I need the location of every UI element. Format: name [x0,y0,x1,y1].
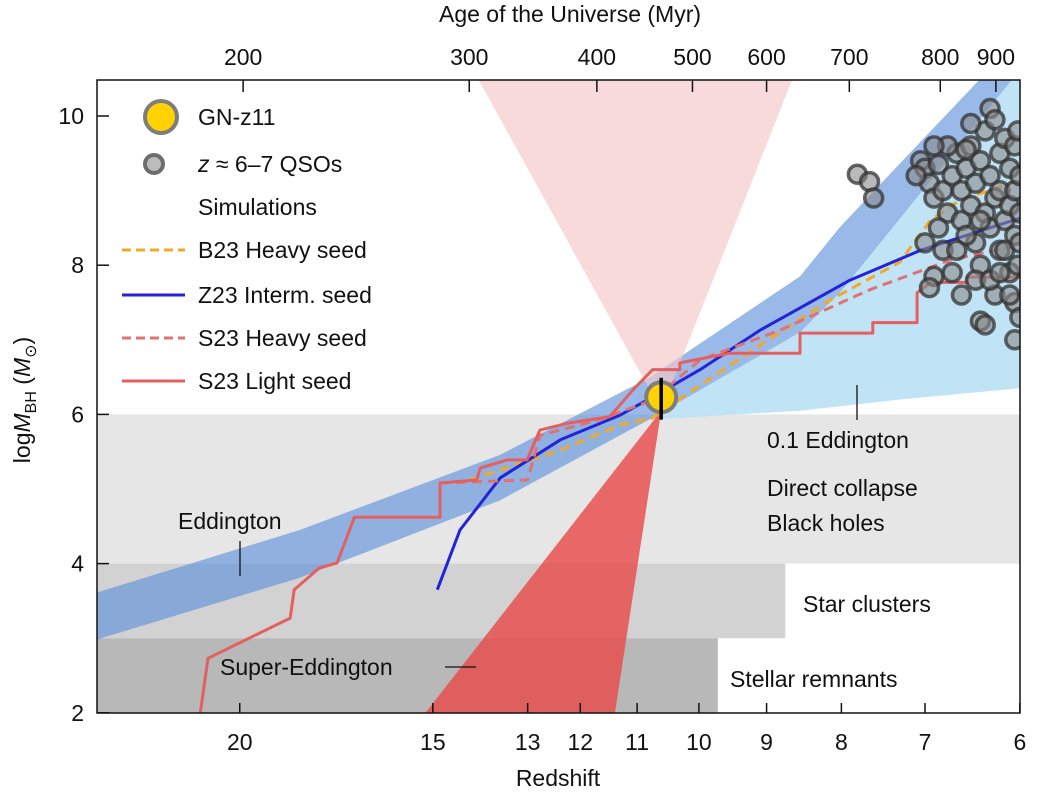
qso-point [999,284,1020,306]
legend-gnz11-label: GN-z11 [198,104,276,130]
legend-z23-label: Z23 Interm. seed [198,282,372,308]
qso-point [979,164,1001,187]
x-tick-label: 15 [420,729,446,755]
plot-frame [96,79,1021,714]
y-axis-label: logMBH (M⊙) [9,337,40,463]
legend-b23-label: B23 Heavy seed [198,237,367,263]
top-tick-label: 400 [578,44,616,70]
qso-point [927,217,950,239]
x-tick-label: 8 [835,729,848,755]
x-tick-label: 20 [227,729,253,755]
top-tick-label: 300 [450,44,488,70]
qso-point [1007,254,1020,276]
star-clusters-label: Star clusters [803,591,931,617]
qso-point [984,108,1006,131]
legend-s23l-label: S23 Light seed [198,368,351,394]
super-eddington-label: Super-Eddington [220,654,393,680]
qso-point [989,261,1011,284]
top-tick-label: 900 [977,44,1015,70]
qso-point [862,187,885,209]
top-tick-label: 800 [921,44,959,70]
y-tick-label: 4 [71,551,84,577]
qso-point [969,150,992,172]
qso-point [923,135,945,157]
super-eddington-wedge [425,410,662,713]
legend-gnz11-marker [143,99,179,135]
qso-point [914,232,936,254]
eddington-band [97,80,1012,640]
qso-point [969,209,992,232]
x-tick-label: 12 [567,729,593,755]
top-tick-label: 700 [830,44,868,70]
legend-simulations-heading: Simulations [198,194,317,220]
qso-point [974,314,996,336]
qso-point [918,276,941,299]
top-axis-label: Age of the Universe (Myr) [439,1,701,27]
qso-point [905,164,927,187]
qso-point [950,284,973,306]
stellar-remnants-label: Stellar remnants [730,666,897,692]
legend-qso-marker [143,153,165,175]
eddington-label: Eddington [178,508,282,534]
y-tick-label: 8 [71,252,84,278]
qso-point [1004,329,1020,351]
top-tick-label: 500 [673,44,711,70]
y-tick-label: 10 [58,103,84,129]
qso-point [960,112,982,135]
legend-s23h-label: S23 Heavy seed [198,325,367,351]
legend-qso-label: z ≈ 6–7 QSOs [197,151,342,177]
top-tick-label: 600 [747,44,785,70]
qso-point [946,239,968,262]
qso-point [955,138,977,161]
plot-area [97,80,1020,713]
qso-point [1007,120,1020,142]
x-tick-label: 13 [515,729,541,755]
y-tick-label: 2 [71,700,84,726]
x-tick-label: 9 [760,729,773,755]
axes: Redshift Age of the Universe (Myr) logMB… [9,1,1026,791]
top-tick-label: 200 [224,44,262,70]
super-eddington-wedge-upper [478,80,793,411]
series-line-s23-light-seed [198,275,1020,713]
qso-point [941,261,963,284]
x-tick-label: 11 [625,729,649,755]
black-holes-label: Black holes [767,510,885,536]
qso-point [955,224,977,247]
x-tick-label: 6 [1013,729,1026,755]
legend: GN-z11 z ≈ 6–7 QSOs Simulations B23 Heav… [122,99,372,394]
sub-eddington-label: 0.1 Eddington [767,427,909,453]
sub-eddington-band [649,80,1020,420]
x-axis-label: Redshift [516,765,601,791]
annotations: 0.1 Eddington Direct collapse Black hole… [178,385,931,692]
y-tick-label: 6 [71,401,84,427]
x-tick-label: 7 [919,729,932,755]
x-tick-label: 10 [686,729,712,755]
direct-collapse-label: Direct collapse [767,475,918,501]
